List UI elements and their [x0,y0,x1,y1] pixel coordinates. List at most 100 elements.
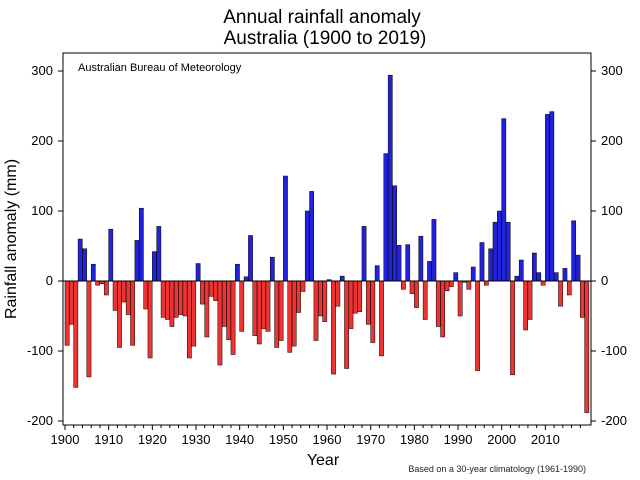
bar-1939 [235,263,240,282]
bar-1923 [165,280,170,320]
bar-1982 [422,280,428,320]
bar-2000 [501,118,507,282]
bar-1992 [466,280,472,290]
bar-1932 [204,280,210,338]
bar-1917 [138,207,144,282]
bar-2015 [566,280,572,296]
bar-2009 [540,280,546,286]
bar-1910 [108,228,114,282]
bar-1929 [191,280,197,347]
x-tick-label: 1910 [94,432,123,447]
y-tick-label-right: 200 [601,133,623,148]
bar-1977 [401,280,406,290]
bar-1912 [117,280,122,348]
bar-2014 [562,268,568,282]
bar-1952 [291,280,297,347]
bar-1944 [256,280,262,345]
bar-1933 [208,280,214,297]
bar-1981 [418,235,424,282]
x-tick-label: 1960 [313,432,342,447]
bar-1970 [370,280,376,343]
x-tick-label: 2000 [487,432,516,447]
bar-1965 [348,280,354,329]
bar-2001 [505,221,511,282]
y-tick-label-right: -100 [601,343,627,358]
bar-1995 [479,242,485,282]
y-axis-label: Rainfall anomaly (mm) [3,159,20,319]
bar-1930 [195,263,201,282]
bar-1971 [374,265,380,282]
chart-subtitle: Australia (1900 to 2019) [224,28,427,49]
bar-1973 [383,153,389,282]
bars-group [64,74,590,413]
bar-1913 [121,280,127,303]
bar-1903 [77,238,83,282]
bar-1967 [357,280,363,313]
x-tick-label: 1970 [356,432,385,447]
y-tick-label-left: 100 [31,203,53,218]
y-tick-label-left: -100 [27,343,53,358]
x-tick-label: 2010 [531,432,560,447]
bar-1906 [90,263,96,282]
bar-1931 [200,280,205,305]
bar-1909 [104,280,109,296]
bar-1962 [335,280,341,307]
y-tick-label-left: 200 [31,133,53,148]
bar-1916 [134,240,140,282]
bar-1901 [69,280,74,325]
bar-2012 [553,272,559,282]
bar-1943 [252,280,258,336]
bar-1942 [248,235,253,282]
bar-2010 [545,114,550,282]
y-tick-label-right: 300 [601,63,623,78]
bar-1915 [130,280,135,346]
bar-1989 [453,272,459,282]
bar-1959 [322,280,328,322]
bar-2007 [532,252,537,282]
bar-1920 [152,251,157,282]
bar-1935 [217,280,223,366]
bar-1957 [313,280,319,341]
x-tick-label: 1980 [400,432,429,447]
bar-1987 [444,280,450,292]
bar-1919 [147,280,153,359]
bar-2013 [558,280,563,307]
bar-1922 [160,280,166,318]
y-ticks-left: -200 -100 0 100 200 300 [27,63,63,428]
y-tick-label-left: 300 [31,63,53,78]
bar-1993 [470,266,476,282]
bar-2006 [527,280,533,320]
bar-2016 [571,220,577,282]
x-tick-label: 1920 [138,432,167,447]
bar-1950 [283,175,288,282]
bar-1928 [187,280,192,359]
bar-1925 [173,280,179,318]
bar-1975 [392,185,397,282]
bar-1974 [387,74,393,282]
bar-1904 [82,248,87,282]
x-tick-label: 1950 [269,432,298,447]
bar-1955 [304,210,310,282]
bar-1998 [492,221,498,282]
x-tick-label: 1940 [225,432,254,447]
bar-1997 [488,248,494,282]
bar-1907 [95,280,101,286]
bar-1921 [156,226,162,282]
bar-1994 [475,280,480,371]
bar-1990 [457,280,463,317]
y-tick-label-right: 100 [601,203,623,218]
bar-2003 [514,275,520,282]
bar-1983 [427,261,432,282]
bar-1961 [331,280,336,375]
bar-1902 [73,280,79,388]
bar-1969 [366,280,371,325]
bar-1911 [112,280,118,311]
bar-1937 [226,280,232,341]
bar-1951 [287,280,293,353]
bar-1979 [409,280,415,294]
bar-1980 [414,280,419,308]
x-tick-label: 1990 [444,432,473,447]
bar-1984 [431,219,437,282]
bar-1934 [213,280,218,301]
